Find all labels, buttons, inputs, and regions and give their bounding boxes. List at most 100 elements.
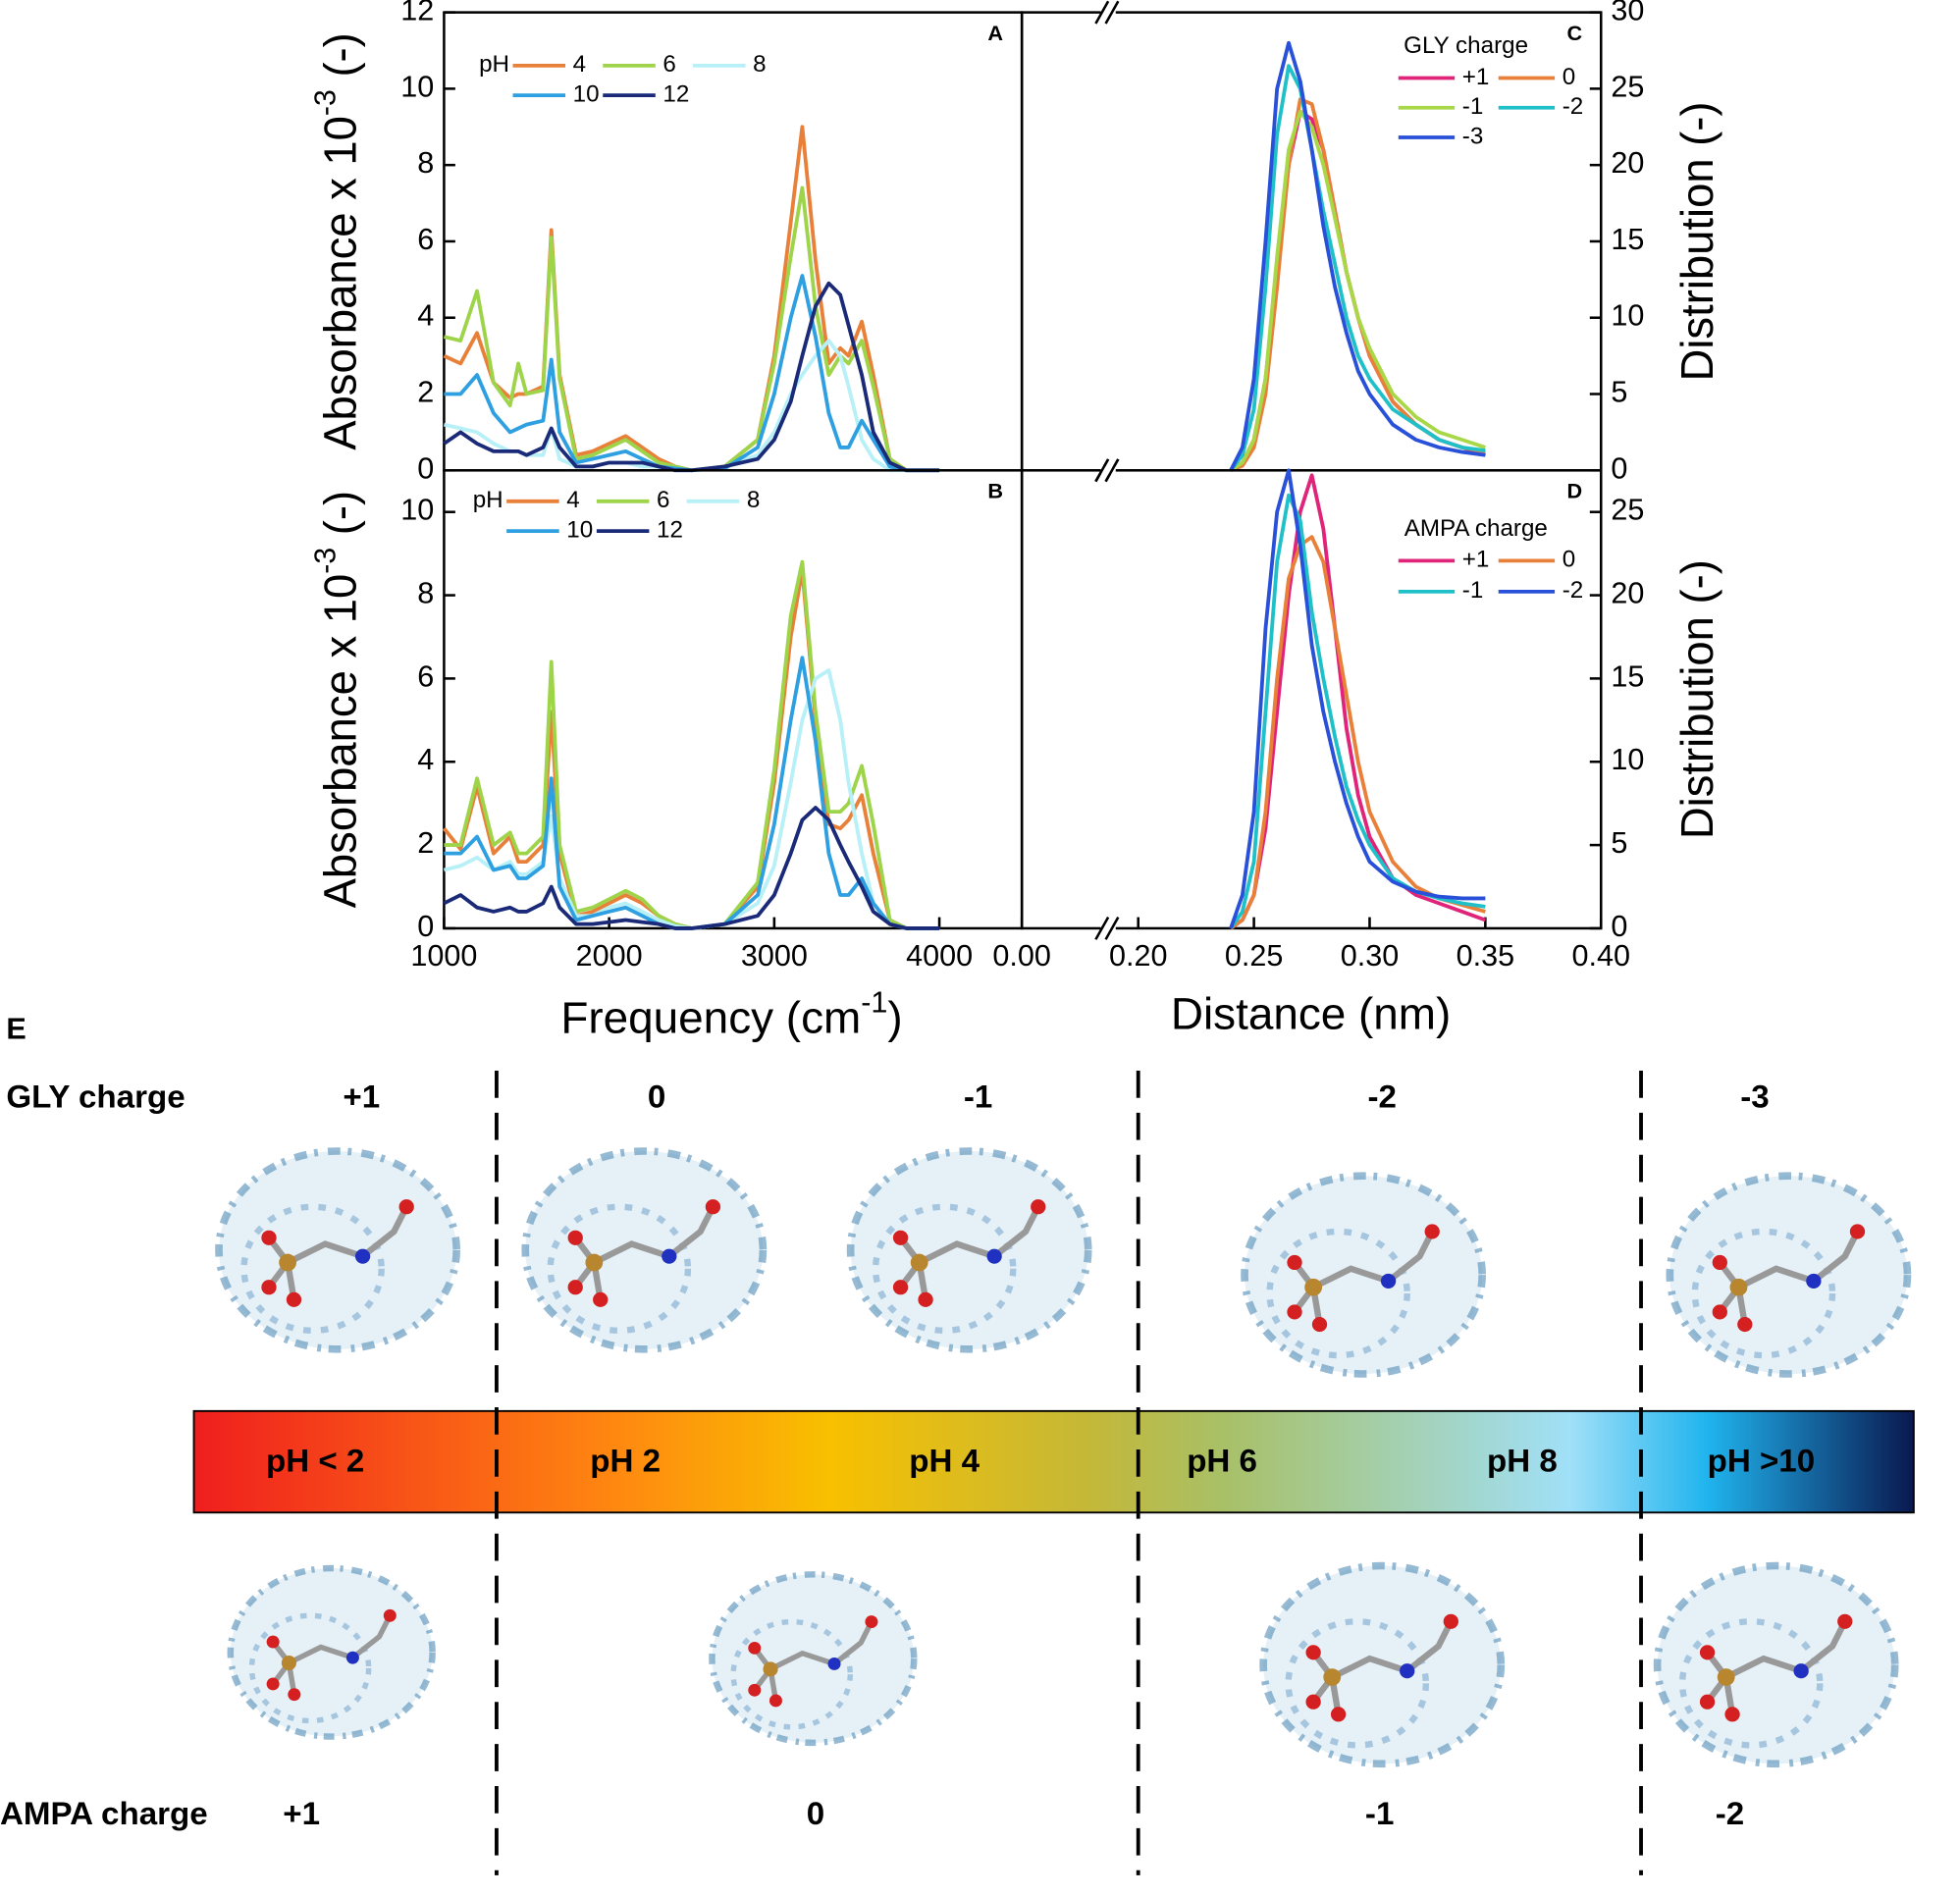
axis-break: [1104, 0, 1120, 25]
legend-label: 0: [1563, 547, 1575, 573]
ph-label: pH 2: [590, 1443, 661, 1479]
ampa-charge: -2: [1716, 1795, 1744, 1831]
series-line: [1229, 64, 1486, 472]
axis-break: [1104, 458, 1120, 483]
dividers: [495, 1070, 1643, 1875]
panel-label: A: [987, 21, 1003, 45]
x-axis-title: Distance (nm): [1171, 989, 1451, 1039]
x-axis-title-text: Frequency (cm: [560, 993, 861, 1043]
y-tick-label: 30: [1611, 0, 1644, 27]
series-line: [1229, 109, 1486, 472]
series-line: [1229, 40, 1486, 472]
legend-label: 12: [657, 517, 683, 544]
y-tick-label: 2: [417, 376, 434, 409]
ph-label: pH >10: [1708, 1443, 1816, 1479]
panel-label: D: [1566, 479, 1582, 503]
y-tick-label: 8: [417, 146, 434, 180]
legend-label: 8: [753, 51, 766, 78]
gly-title: GLY charge: [6, 1079, 185, 1115]
y-tick-label: 15: [1611, 660, 1644, 694]
x-tick-label: 0.00: [992, 939, 1050, 973]
legend-label: -2: [1563, 93, 1584, 120]
x-tick-label: 2000: [576, 939, 643, 973]
x-tick-label: 0.40: [1571, 939, 1629, 973]
x-tick-label: 1000: [410, 939, 477, 973]
y-tick-label: 10: [1611, 743, 1644, 776]
y-tick-label: 5: [1611, 826, 1627, 860]
y-tick-label: 2: [417, 826, 434, 860]
y-tick-label: 10: [400, 71, 434, 104]
series-line: [1229, 468, 1486, 929]
series-line: [444, 559, 940, 930]
panel-e: E GLY charge +1 0 -1 -2 -3 pH < 2 pH 2 p…: [0, 1013, 1915, 1875]
x-tick-label: 0.25: [1225, 939, 1283, 973]
plot-frame: [1020, 11, 1603, 472]
molecule-image: [231, 1568, 433, 1737]
gly-charge: -1: [964, 1079, 992, 1115]
ampa-title: AMPA charge: [0, 1795, 208, 1831]
y-tick-label: 15: [1611, 223, 1644, 256]
y-tick-label: 6: [417, 660, 434, 694]
y-axis-title-tail: (-): [315, 491, 365, 548]
y-tick-label: 0: [1611, 451, 1627, 485]
series-line: [443, 668, 940, 930]
legend-label: 10: [573, 81, 600, 108]
axis-break-gap: [1100, 8, 1116, 17]
gly-charge: 0: [648, 1079, 665, 1115]
y-tick-label: 0: [1611, 910, 1627, 943]
y-axis-title: Absorbance x 10-3 (-): [308, 491, 365, 909]
y-axis-title-tail: (-): [315, 32, 365, 89]
ampa-charge: 0: [807, 1795, 824, 1831]
legend-label: -1: [1462, 93, 1484, 120]
plot-frame: [1020, 469, 1603, 930]
series-line: [444, 656, 940, 930]
y-axis-title-sup: -3: [308, 89, 342, 116]
legend-label: 6: [662, 51, 675, 78]
legend-title: pH: [473, 487, 503, 513]
y-tick-label: 10: [1611, 299, 1644, 333]
series-line: [1229, 109, 1486, 472]
ampa-charge: +1: [283, 1795, 320, 1831]
molecule-image: [712, 1574, 914, 1743]
x-axis-title-tail: ): [887, 993, 902, 1043]
legend-label: 0: [1563, 64, 1575, 90]
x-axis-title-text: Distance (nm): [1171, 989, 1451, 1039]
series-line: [1229, 473, 1487, 930]
x-tick-label: 0.20: [1109, 939, 1167, 973]
legend-title: AMPA charge: [1404, 515, 1548, 542]
y-tick-label: 10: [400, 494, 434, 527]
series-line: [443, 185, 940, 473]
y-tick-label: 20: [1611, 577, 1644, 610]
ph-label: pH 4: [909, 1443, 980, 1479]
legend-title: pH: [479, 51, 509, 78]
x-tick-label: 4000: [906, 939, 973, 973]
ph-label: pH 8: [1487, 1443, 1558, 1479]
plot-frame: [443, 11, 1024, 472]
molecule-image: [1658, 1566, 1895, 1764]
x-tick-label: 0.30: [1341, 939, 1399, 973]
series-line: [1229, 535, 1486, 930]
legend-label: 4: [573, 51, 586, 78]
legend-label: 4: [566, 487, 579, 513]
y-tick-label: 25: [1611, 71, 1644, 104]
axis-break: [1094, 458, 1110, 483]
legend-label: -1: [1462, 577, 1484, 604]
axis-break-gap: [1100, 466, 1116, 475]
x-axis-title: Frequency (cm-1): [560, 986, 902, 1043]
axis-break: [1094, 0, 1110, 25]
molecule-image: [1263, 1566, 1501, 1764]
y-axis-title-sup: -3: [308, 548, 342, 574]
ampa-charge: -1: [1365, 1795, 1394, 1831]
y-axis-title: Distribution (-): [1672, 101, 1722, 381]
legend-label: -2: [1563, 577, 1584, 604]
y-tick-label: 20: [1611, 146, 1644, 180]
y-tick-label: 4: [417, 299, 434, 333]
legend-title: GLY charge: [1404, 32, 1528, 59]
panel-label: C: [1566, 21, 1582, 45]
series-line: [443, 281, 940, 473]
molecule-image: [525, 1151, 763, 1349]
ph-label: pH 6: [1187, 1443, 1257, 1479]
series-line: [443, 125, 940, 473]
axis-break-gap: [1100, 924, 1116, 932]
